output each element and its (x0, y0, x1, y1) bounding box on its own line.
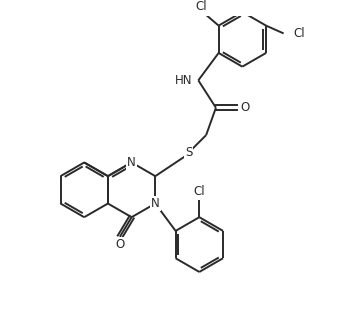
Text: N: N (151, 197, 160, 210)
Text: Cl: Cl (195, 0, 207, 13)
Text: Cl: Cl (293, 27, 305, 40)
Text: N: N (127, 156, 136, 169)
Text: Cl: Cl (193, 185, 205, 198)
Text: HN: HN (175, 74, 193, 87)
Text: S: S (185, 146, 192, 159)
Text: O: O (240, 101, 250, 114)
Text: O: O (115, 238, 125, 251)
